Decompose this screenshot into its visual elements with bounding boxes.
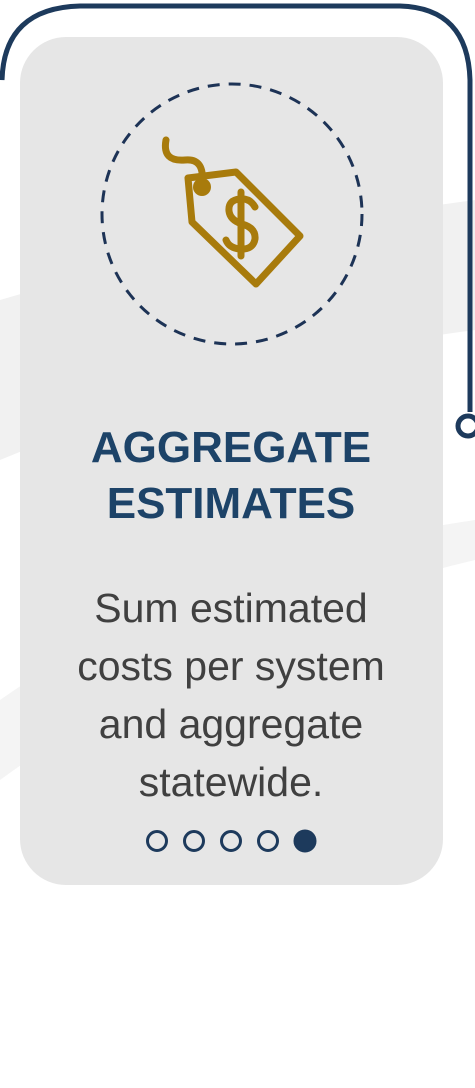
- card-body: Sum estimated: [94, 585, 367, 631]
- page-dot: [220, 830, 242, 852]
- price-tag-icon: [161, 136, 304, 288]
- frame-end: [455, 413, 475, 439]
- card: [20, 37, 443, 885]
- card-title: AGGREGATE: [91, 423, 371, 472]
- page-dot: [257, 830, 279, 852]
- tag-hole: [193, 178, 211, 196]
- card-body: costs per system: [77, 643, 385, 689]
- icon-ring: [100, 82, 364, 346]
- card-title: ESTIMATES: [107, 479, 356, 528]
- page-dot: [183, 830, 205, 852]
- page-dot-active: [293, 829, 317, 853]
- card-body: statewide.: [139, 759, 324, 805]
- frame-line: [0, 3, 473, 412]
- page-dot: [146, 830, 168, 852]
- card-body: and aggregate: [99, 701, 363, 747]
